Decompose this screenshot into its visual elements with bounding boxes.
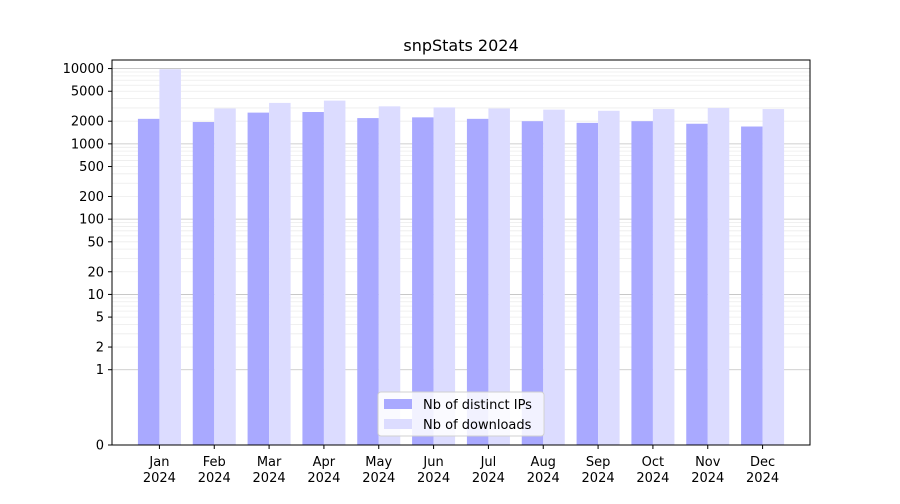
bar-distinct-ips [631,121,653,445]
legend-label: Nb of distinct IPs [423,398,532,413]
y-tick-label: 0 [96,439,104,454]
legend-swatch [384,419,412,429]
bar-distinct-ips [137,118,160,445]
y-tick-label: 10000 [63,62,104,77]
y-axis: 0 1 2 5 10 20 50 100 200 500 1000 2000 5000 10000 [63,62,112,454]
bar-distinct-ips [576,122,599,445]
bar-distinct-ips [466,118,489,445]
chart-title: snpStats 2024 [403,36,518,55]
bar-distinct-ips [741,126,763,446]
bar-downloads [488,108,510,445]
bar-downloads [159,69,181,445]
y-tick-label: 500 [79,160,104,175]
x-tick-label-year: 2024 [417,471,450,486]
x-axis: Jan2024Feb2024Mar2024Apr2024May2024Jun20… [143,445,779,486]
bar-downloads [598,110,620,446]
bar-downloads [433,107,456,445]
legend-swatch [384,399,412,409]
x-tick-label-year: 2024 [307,471,340,486]
y-tick-label: 2000 [71,115,104,130]
legend-label: Nb of downloads [423,418,532,433]
bar-distinct-ips [521,121,544,445]
bar-distinct-ips [412,117,434,445]
x-tick-label-year: 2024 [527,471,560,486]
x-tick-label-year: 2024 [472,471,505,486]
x-tick-label-month: Sep [586,455,611,470]
bar-downloads [378,106,401,445]
x-tick-label-month: Aug [531,455,556,470]
plot-frame [111,59,811,446]
x-tick-label-year: 2024 [582,471,615,486]
bar-distinct-ips [247,112,270,445]
y-tick-label: 200 [79,190,104,205]
x-tick-label-year: 2024 [253,471,286,486]
x-tick-label-year: 2024 [746,471,779,486]
x-tick-label-month: Jan [148,455,169,470]
x-tick-label-year: 2024 [691,471,724,486]
bar-downloads [652,109,675,445]
x-tick-label-month: Mar [257,455,282,470]
x-tick-label-month: Dec [750,455,775,470]
bar-downloads [269,102,291,445]
bar-distinct-ips [686,123,708,446]
bar-distinct-ips [192,122,215,445]
bar-distinct-ips [302,111,324,446]
legend: Nb of distinct IPs Nb of downloads [377,391,545,437]
bar-distinct-ips [357,118,379,446]
x-tick-label-month: Apr [313,455,336,470]
bar-downloads [543,109,565,445]
bar-downloads [214,108,236,445]
x-tick-label-month: Oct [642,455,664,470]
y-tick-label: 1000 [71,137,104,152]
bar-downloads [762,109,785,445]
x-tick-label-year: 2024 [198,471,231,486]
legend-box [377,391,545,437]
x-tick-label-month: Feb [203,455,226,470]
y-tick-label: 2 [96,341,104,356]
x-tick-label-year: 2024 [362,471,395,486]
x-tick-label-month: Jul [480,455,497,470]
y-tick-label: 20 [87,265,104,280]
x-tick-label-month: May [365,455,392,470]
y-tick-label: 50 [87,235,104,250]
bars [137,69,785,446]
y-tick-label: 100 [79,213,104,228]
x-tick-label-month: Nov [695,455,721,470]
bar-downloads [707,107,730,445]
x-tick-label-month: Jun [422,455,443,470]
bar-downloads [323,100,346,445]
y-tick-label: 5000 [71,85,104,100]
y-tick-label: 5 [96,311,104,326]
x-tick-label-year: 2024 [143,471,176,486]
x-tick-label-year: 2024 [636,471,669,486]
y-tick-label: 10 [87,288,104,303]
y-tick-label: 1 [96,363,104,378]
